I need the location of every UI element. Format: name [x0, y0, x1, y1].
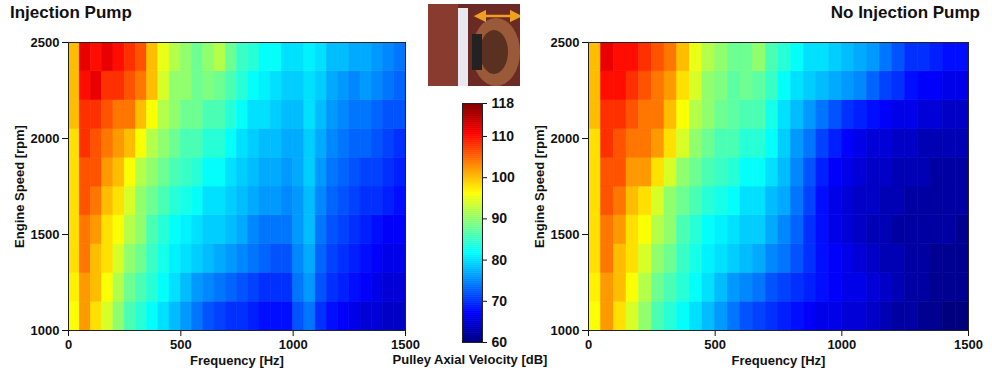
- svg-text:2500: 2500: [31, 35, 60, 50]
- svg-text:1000: 1000: [551, 323, 580, 338]
- html-text:No Injection Pump: No Injection Pump: [830, 3, 980, 22]
- svg-text:1000: 1000: [279, 337, 308, 352]
- svg-text:1000: 1000: [827, 337, 856, 352]
- svg-text:1500: 1500: [954, 337, 983, 352]
- svg-text:110: 110: [492, 128, 515, 144]
- svg-text:1000: 1000: [31, 323, 60, 338]
- svg-text:90: 90: [492, 210, 508, 226]
- svg-text:60: 60: [492, 334, 508, 350]
- svg-text:Frequency [Hz]: Frequency [Hz]: [190, 353, 284, 368]
- svg-text:Engine Speed [rpm]: Engine Speed [rpm]: [532, 125, 547, 248]
- svg-text:100: 100: [492, 169, 516, 185]
- svg-text:1500: 1500: [31, 227, 60, 242]
- html-text:Injection Pump: Injection Pump: [10, 3, 132, 22]
- svg-text:0: 0: [65, 337, 72, 352]
- html-text:Pulley Axial Velocity [dB]: Pulley Axial Velocity [dB]: [392, 352, 548, 367]
- svg-text:1500: 1500: [391, 337, 420, 352]
- svg-text:2500: 2500: [551, 35, 580, 50]
- svg-text:0: 0: [585, 337, 592, 352]
- svg-text:2000: 2000: [31, 131, 60, 146]
- svg-text:80: 80: [492, 252, 508, 268]
- svg-text:500: 500: [704, 337, 726, 352]
- svg-text:2000: 2000: [551, 131, 580, 146]
- svg-text:Engine Speed [rpm]: Engine Speed [rpm]: [12, 125, 27, 248]
- svg-text:118: 118: [492, 95, 515, 111]
- svg-text:Frequency [Hz]: Frequency [Hz]: [732, 353, 826, 368]
- svg-text:1500: 1500: [551, 227, 580, 242]
- svg-text:500: 500: [170, 337, 192, 352]
- svg-text:70: 70: [492, 293, 508, 309]
